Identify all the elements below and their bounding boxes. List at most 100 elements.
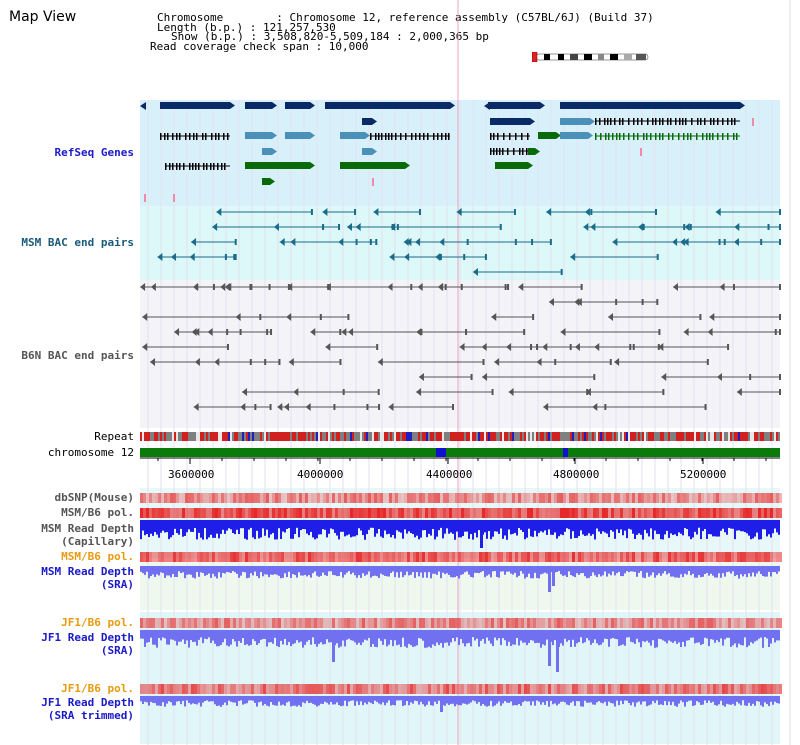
polymorphism-cell (512, 684, 515, 694)
b6n-bac-pair-end (194, 358, 200, 366)
depth-bar (428, 696, 430, 702)
polymorphism-cell (578, 552, 581, 562)
depth-bar (514, 566, 516, 573)
depth-bar (358, 520, 360, 529)
depth-bar (610, 696, 612, 703)
depth-bar (564, 566, 566, 576)
depth-bar (182, 566, 184, 573)
depth-bar (374, 520, 376, 537)
depth-bar (736, 566, 738, 575)
depth-bar (142, 566, 144, 574)
polymorphism-cell (191, 684, 194, 694)
repeat-block (344, 432, 346, 441)
depth-bar (550, 696, 552, 701)
polymorphism-cell (755, 493, 758, 503)
polymorphism-cell (341, 618, 344, 628)
depth-bar (418, 520, 420, 540)
repeat-block (454, 432, 456, 441)
depth-bar (182, 630, 184, 640)
depth-bar (656, 566, 658, 576)
polymorphism-cell (404, 552, 407, 562)
polymorphism-cell (566, 618, 569, 628)
polymorphism-cell (149, 618, 152, 628)
depth-bar (518, 630, 520, 646)
gene-exon-tick (600, 133, 602, 140)
depth-bar (718, 520, 720, 537)
polymorphism-cell (293, 552, 296, 562)
depth-bar (694, 566, 696, 578)
polymorphism-cell (272, 552, 275, 562)
polymorphism-cell (563, 618, 566, 628)
depth-bar (336, 566, 338, 577)
repeat-block (452, 432, 454, 441)
polymorphism-cell (509, 618, 512, 628)
depth-bar (212, 566, 214, 574)
depth-bar (432, 520, 434, 529)
depth-bar (602, 696, 604, 704)
depth-bar (410, 696, 412, 703)
depth-bar (164, 520, 166, 533)
depth-bar (542, 520, 544, 533)
depth-bar (558, 566, 560, 571)
depth-bar (152, 696, 154, 703)
b6n-bac-pair-end (532, 314, 535, 320)
repeat-block (460, 432, 462, 441)
polymorphism-cell (629, 618, 632, 628)
b6n-bac-pair-end (325, 343, 331, 351)
depth-bar (604, 696, 606, 702)
polymorphism-cell (596, 618, 599, 628)
polymorphism-cell (656, 493, 659, 503)
depth-bar (490, 696, 492, 701)
polymorphism-cell (560, 493, 563, 503)
polymorphism-cell (437, 493, 440, 503)
track-label-jf1-pol-2: JF1/B6 pol. (61, 682, 134, 695)
polymorphism-cell (236, 508, 239, 518)
polymorphism-cell (293, 508, 296, 518)
polymorphism-cell (236, 618, 239, 628)
polymorphism-cell (650, 493, 653, 503)
repeat-block (150, 432, 152, 441)
repeat-block (424, 432, 426, 441)
polymorphism-cell (359, 684, 362, 694)
depth-bar (478, 566, 480, 574)
depth-bar (500, 630, 502, 646)
polymorphism-cell (656, 684, 659, 694)
polymorphism-cell (605, 493, 608, 503)
depth-bar (606, 630, 608, 640)
polymorphism-cell (620, 552, 623, 562)
gene-exon-tick (381, 133, 383, 140)
repeat-block (254, 432, 256, 441)
depth-bar (434, 520, 436, 540)
depth-bar (374, 630, 376, 647)
depth-bar (258, 566, 260, 579)
gene-exon-tick (217, 163, 219, 170)
polymorphism-cell (272, 618, 275, 628)
polymorphism-cell (251, 508, 254, 518)
depth-bar (738, 520, 740, 531)
repeat-block (310, 432, 312, 441)
depth-bar (326, 566, 328, 576)
polymorphism-cell (707, 493, 710, 503)
polymorphism-cell (680, 493, 683, 503)
polymorphism-cell (644, 684, 647, 694)
depth-bar (172, 630, 174, 640)
polymorphism-cell (491, 508, 494, 518)
depth-bar (474, 696, 476, 702)
polymorphism-cell (464, 618, 467, 628)
repeat-block (536, 432, 538, 441)
msm-bac-pair-end (683, 224, 686, 230)
repeat-block (624, 432, 626, 441)
depth-bar (626, 520, 628, 539)
polymorphism-cell (167, 493, 170, 503)
msm-bac-pair-end (672, 238, 678, 246)
gene-exon-tick (189, 133, 191, 140)
chromosome-ideogram[interactable] (532, 52, 652, 62)
polymorphism-cell (329, 493, 332, 503)
depth-bar (146, 520, 148, 535)
polymorphism-cell (671, 552, 674, 562)
depth-bar (268, 696, 270, 707)
polymorphism-cell (278, 508, 281, 518)
depth-bar (334, 566, 336, 576)
repeat-block (392, 432, 394, 441)
repeat-block (260, 432, 262, 441)
